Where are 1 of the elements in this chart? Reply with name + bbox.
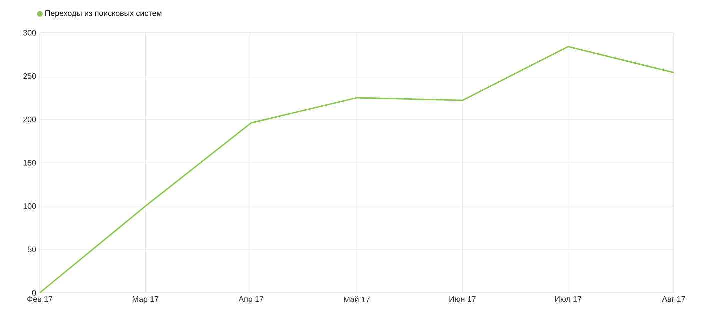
line-series — [39, 46, 675, 294]
